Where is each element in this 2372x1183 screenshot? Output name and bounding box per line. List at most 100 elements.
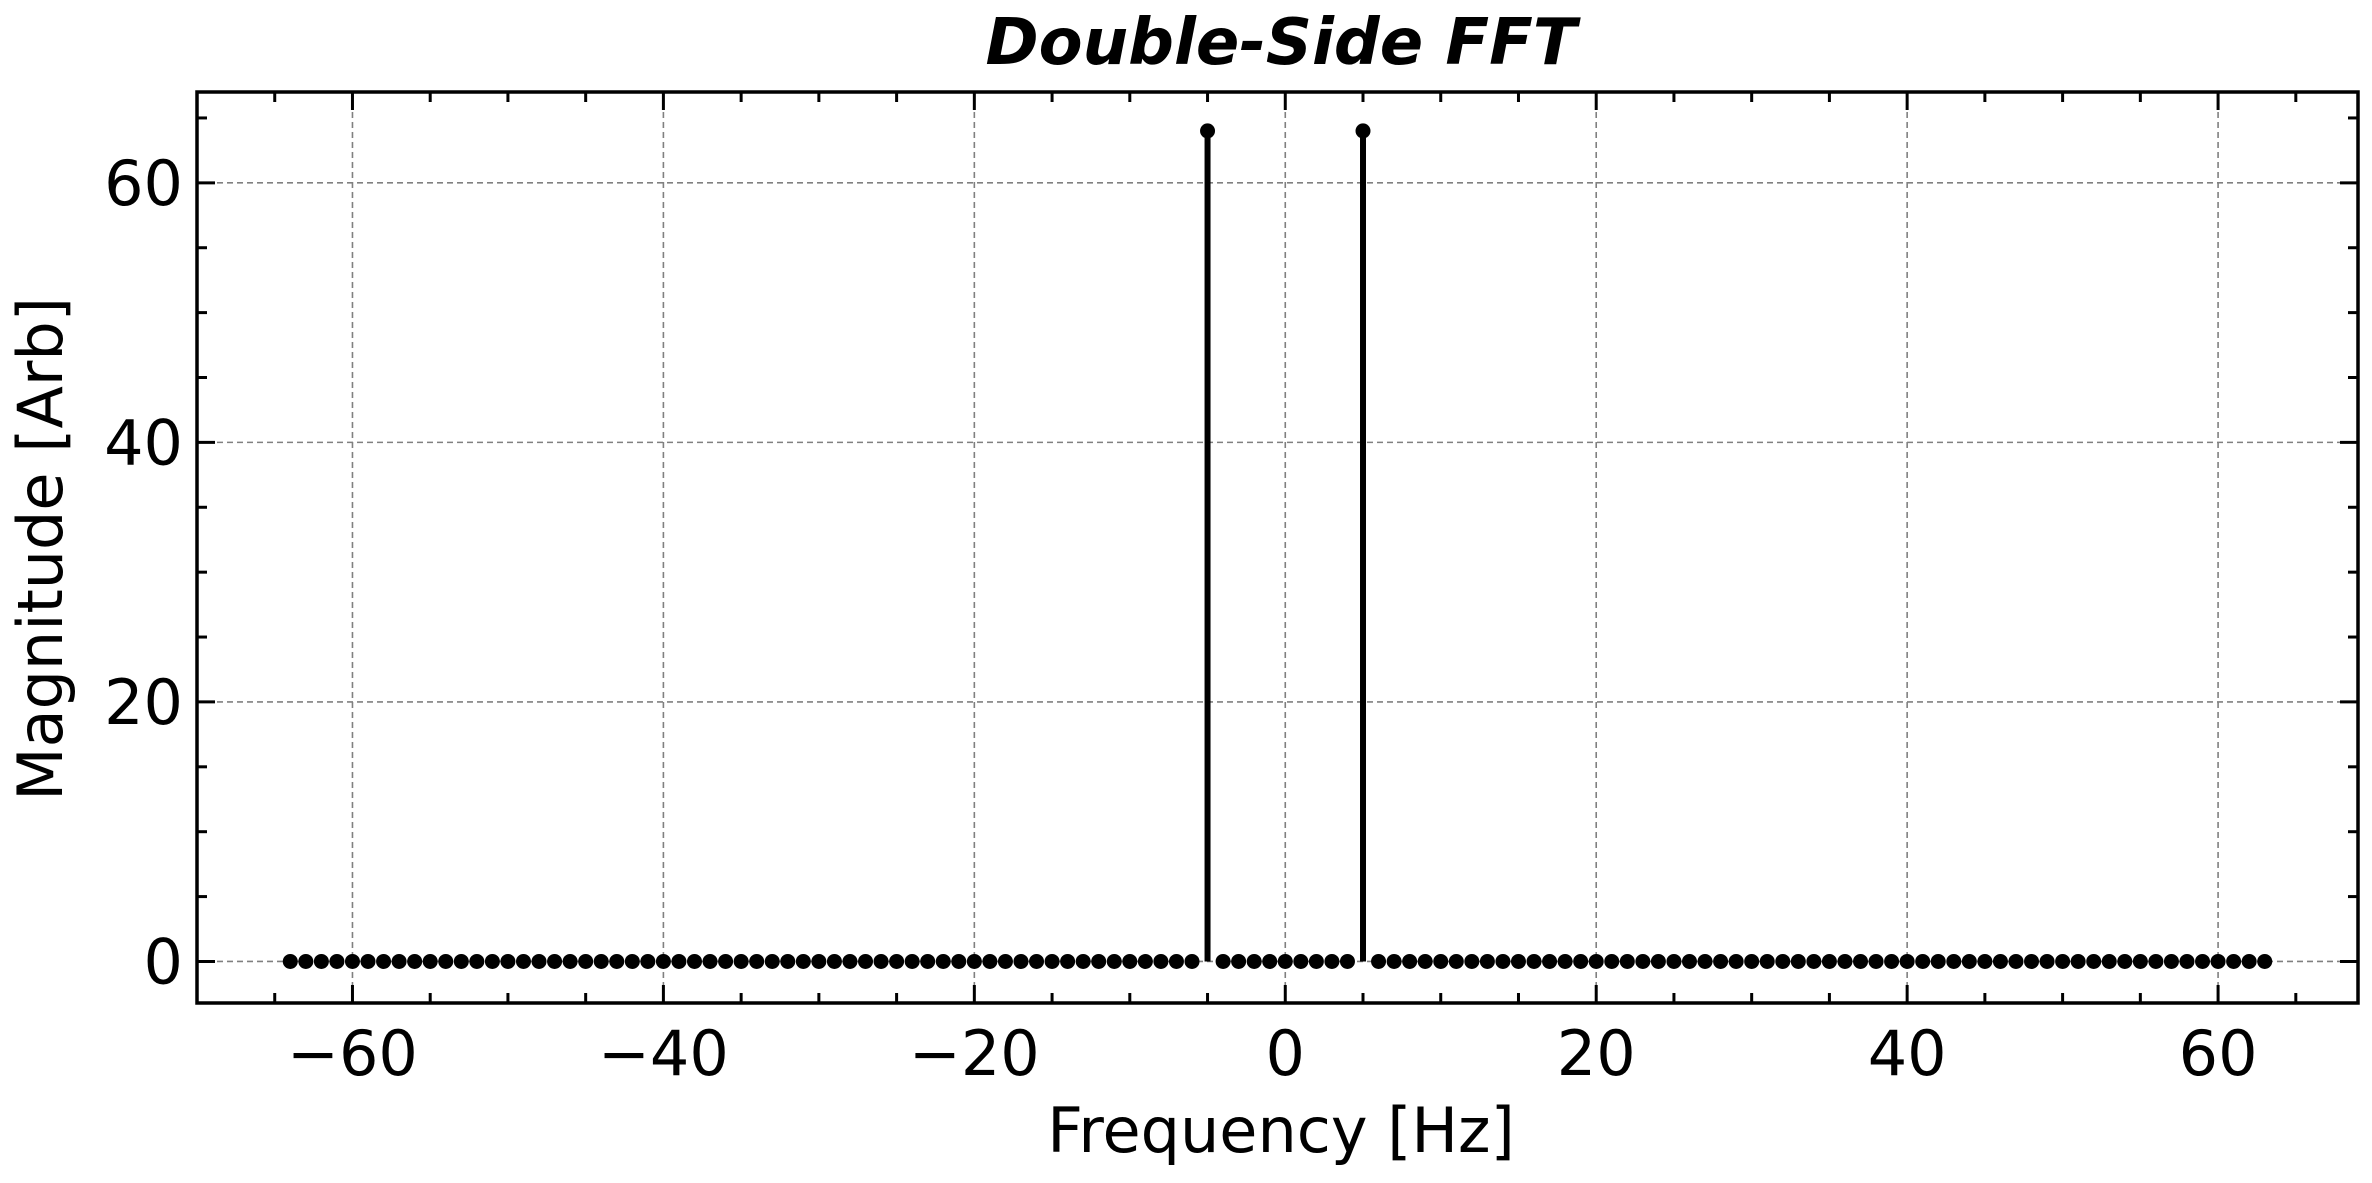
stem-marker (2241, 953, 2257, 969)
stem-marker (407, 953, 423, 969)
stem-marker (749, 953, 765, 969)
stem-marker (2086, 953, 2102, 969)
stem-marker (1977, 953, 1993, 969)
stem-marker (1075, 953, 1091, 969)
stem-marker (1806, 953, 1822, 969)
stem-marker (2055, 953, 2071, 969)
stem-marker (1371, 953, 1387, 969)
stem-marker (547, 953, 563, 969)
stem-marker (1510, 953, 1526, 969)
stem-marker (780, 953, 796, 969)
y-tick-label: 60 (104, 147, 183, 220)
stem-marker (329, 953, 345, 969)
stem-marker (2163, 953, 2179, 969)
stem-marker (282, 953, 298, 969)
stem-marker (1122, 953, 1138, 969)
stem-marker (298, 953, 314, 969)
stem-marker (1915, 953, 1931, 969)
stem-marker (2070, 953, 2086, 969)
stem-marker (1339, 953, 1355, 969)
stem-marker (655, 953, 671, 969)
stem-marker (1604, 953, 1620, 969)
stem-marker (2210, 953, 2226, 969)
stem-marker (2039, 953, 2055, 969)
x-tick-label: −60 (287, 1017, 418, 1090)
x-tick-label: 0 (1266, 1017, 1305, 1090)
stem-marker (1060, 953, 1076, 969)
stem-marker (951, 953, 967, 969)
stem-marker (313, 953, 329, 969)
data-series (282, 123, 2273, 969)
stem-marker (1573, 953, 1589, 969)
stem-marker (1666, 953, 1682, 969)
stem-marker (2101, 953, 2117, 969)
stem-marker (1635, 953, 1651, 969)
stem-marker (1759, 953, 1775, 969)
stem-marker (811, 953, 827, 969)
y-tick-label: 20 (104, 666, 183, 739)
stem-marker (2008, 953, 2024, 969)
stem-marker (609, 953, 625, 969)
stem-marker (1557, 953, 1573, 969)
stem-marker (858, 953, 874, 969)
stem-marker (1402, 953, 1418, 969)
stem-marker (1029, 953, 1045, 969)
stem-marker (1215, 953, 1231, 969)
stem-marker (1790, 953, 1806, 969)
stem-marker (1868, 953, 1884, 969)
grid (197, 92, 2358, 1003)
stem-marker (982, 953, 998, 969)
stem-marker (1853, 953, 1869, 969)
stem-marker (1091, 953, 1107, 969)
stem-marker (1821, 953, 1837, 969)
stem-marker (531, 953, 547, 969)
stem-marker (733, 953, 749, 969)
plot-frame (195, 90, 2360, 1005)
stem-marker (1479, 953, 1495, 969)
stem-marker (1930, 953, 1946, 969)
stem-marker (469, 953, 485, 969)
x-tick-label: 20 (1557, 1017, 1636, 1090)
stem-marker (1946, 953, 1962, 969)
stem-marker (1324, 953, 1340, 969)
stem-marker (671, 953, 687, 969)
stem-marker (935, 953, 951, 969)
stem-marker (1231, 953, 1247, 969)
stem-marker (1697, 953, 1713, 969)
stem-marker (1495, 953, 1511, 969)
stem-marker (1837, 953, 1853, 969)
stem-marker (1044, 953, 1060, 969)
x-tick-label: −40 (598, 1017, 729, 1090)
stem-marker (2024, 953, 2040, 969)
x-tick-label: −20 (909, 1017, 1040, 1090)
stem-marker (1308, 953, 1324, 969)
stem-marker (2117, 953, 2133, 969)
stem-marker (1168, 953, 1184, 969)
stem-marker (1961, 953, 1977, 969)
x-axis-label: Frequency [Hz] (1047, 1094, 1515, 1167)
stem-marker (1899, 953, 1915, 969)
stem-marker (2148, 953, 2164, 969)
stem-marker (1262, 953, 1278, 969)
stem-marker (422, 953, 438, 969)
stem-marker (2132, 953, 2148, 969)
stem-marker (1246, 953, 1262, 969)
stem-marker (1293, 953, 1309, 969)
stem-marker (1713, 953, 1729, 969)
stem-marker (2195, 953, 2211, 969)
stem-marker (1013, 953, 1029, 969)
stem-marker (873, 953, 889, 969)
stem-marker (1137, 953, 1153, 969)
stem-marker (1448, 953, 1464, 969)
stem-marker (1619, 953, 1635, 969)
stem-marker (1355, 123, 1371, 139)
x-tick-label: 60 (2179, 1017, 2258, 1090)
stem-marker (1588, 953, 1604, 969)
stem-marker (702, 953, 718, 969)
tick-labels: −60 −40 −20 0 20 40 60 0 20 40 60 (104, 147, 2257, 1090)
stem-marker (826, 953, 842, 969)
x-tick-label: 40 (1868, 1017, 1947, 1090)
stem-marker (515, 953, 531, 969)
stem-marker (1417, 953, 1433, 969)
